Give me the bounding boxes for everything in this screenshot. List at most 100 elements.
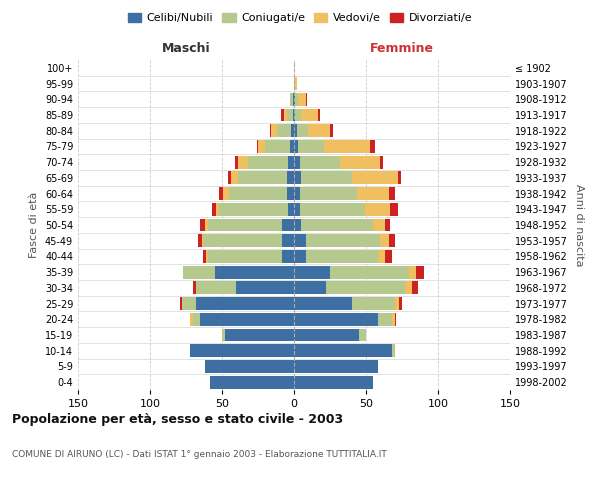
Bar (288, 156, 294, 168)
Bar (305, 250, 377, 263)
Bar (300, 203, 365, 215)
Bar (294, 282, 326, 294)
Bar (377, 250, 385, 263)
Bar (308, 124, 330, 137)
Bar (257, 140, 258, 153)
Bar (399, 297, 402, 310)
Bar (283, 250, 294, 263)
Bar (190, 344, 294, 357)
Bar (219, 203, 288, 215)
Bar (236, 282, 294, 294)
Bar (212, 203, 216, 215)
Bar (203, 234, 283, 247)
Bar (203, 250, 206, 263)
Bar (294, 77, 297, 90)
Bar (389, 234, 395, 247)
Bar (359, 328, 366, 342)
Bar (416, 266, 424, 278)
Bar (324, 140, 370, 153)
Bar (377, 313, 392, 326)
Bar (294, 108, 295, 122)
Bar (197, 234, 202, 247)
Bar (405, 282, 412, 294)
Bar (294, 140, 298, 153)
Bar (330, 124, 333, 137)
Bar (235, 156, 238, 168)
Bar (326, 282, 405, 294)
Bar (190, 313, 193, 326)
Bar (294, 376, 373, 388)
Bar (284, 108, 287, 122)
Bar (392, 344, 395, 357)
Bar (380, 234, 389, 247)
Bar (283, 234, 294, 247)
Bar (290, 93, 293, 106)
Bar (205, 218, 208, 232)
Bar (358, 187, 389, 200)
Bar (294, 203, 300, 215)
Bar (196, 282, 236, 294)
Bar (385, 250, 392, 263)
Bar (193, 282, 196, 294)
Bar (277, 124, 291, 137)
Bar (229, 187, 287, 200)
Bar (294, 328, 359, 342)
Bar (412, 282, 418, 294)
Bar (392, 313, 395, 326)
Bar (330, 266, 409, 278)
Bar (180, 297, 182, 310)
Bar (271, 124, 277, 137)
Bar (340, 156, 380, 168)
Bar (294, 156, 300, 168)
Bar (298, 140, 324, 153)
Bar (370, 140, 374, 153)
Bar (193, 313, 200, 326)
Bar (211, 376, 294, 388)
Bar (219, 187, 223, 200)
Bar (200, 218, 205, 232)
Bar (294, 172, 301, 184)
Text: Maschi: Maschi (161, 42, 211, 56)
Bar (248, 156, 288, 168)
Bar (389, 187, 395, 200)
Bar (287, 172, 294, 184)
Bar (295, 93, 298, 106)
Bar (305, 234, 380, 247)
Bar (300, 187, 358, 200)
Bar (300, 156, 340, 168)
Bar (293, 108, 294, 122)
Bar (222, 328, 225, 342)
Bar (196, 297, 294, 310)
Bar (319, 108, 320, 122)
Bar (225, 328, 294, 342)
Bar (215, 266, 294, 278)
Y-axis label: Anni di nascita: Anni di nascita (574, 184, 584, 266)
Bar (294, 124, 297, 137)
Bar (223, 187, 229, 200)
Bar (297, 124, 308, 137)
Bar (265, 140, 290, 153)
Bar (294, 313, 377, 326)
Bar (380, 156, 383, 168)
Bar (409, 266, 416, 278)
Bar (373, 218, 385, 232)
Bar (301, 108, 319, 122)
Bar (287, 108, 293, 122)
Bar (208, 250, 283, 263)
Bar (228, 172, 230, 184)
Bar (352, 297, 395, 310)
Bar (293, 93, 294, 106)
Bar (395, 297, 399, 310)
Legend: Celibi/Nubili, Coniugati/e, Vedovi/e, Divorziati/e: Celibi/Nubili, Coniugati/e, Vedovi/e, Di… (124, 8, 476, 28)
Bar (202, 234, 203, 247)
Bar (294, 266, 330, 278)
Bar (294, 297, 352, 310)
Bar (238, 156, 248, 168)
Bar (294, 187, 300, 200)
Bar (365, 203, 391, 215)
Bar (288, 203, 294, 215)
Bar (200, 313, 294, 326)
Bar (301, 172, 352, 184)
Bar (208, 218, 283, 232)
Bar (294, 218, 301, 232)
